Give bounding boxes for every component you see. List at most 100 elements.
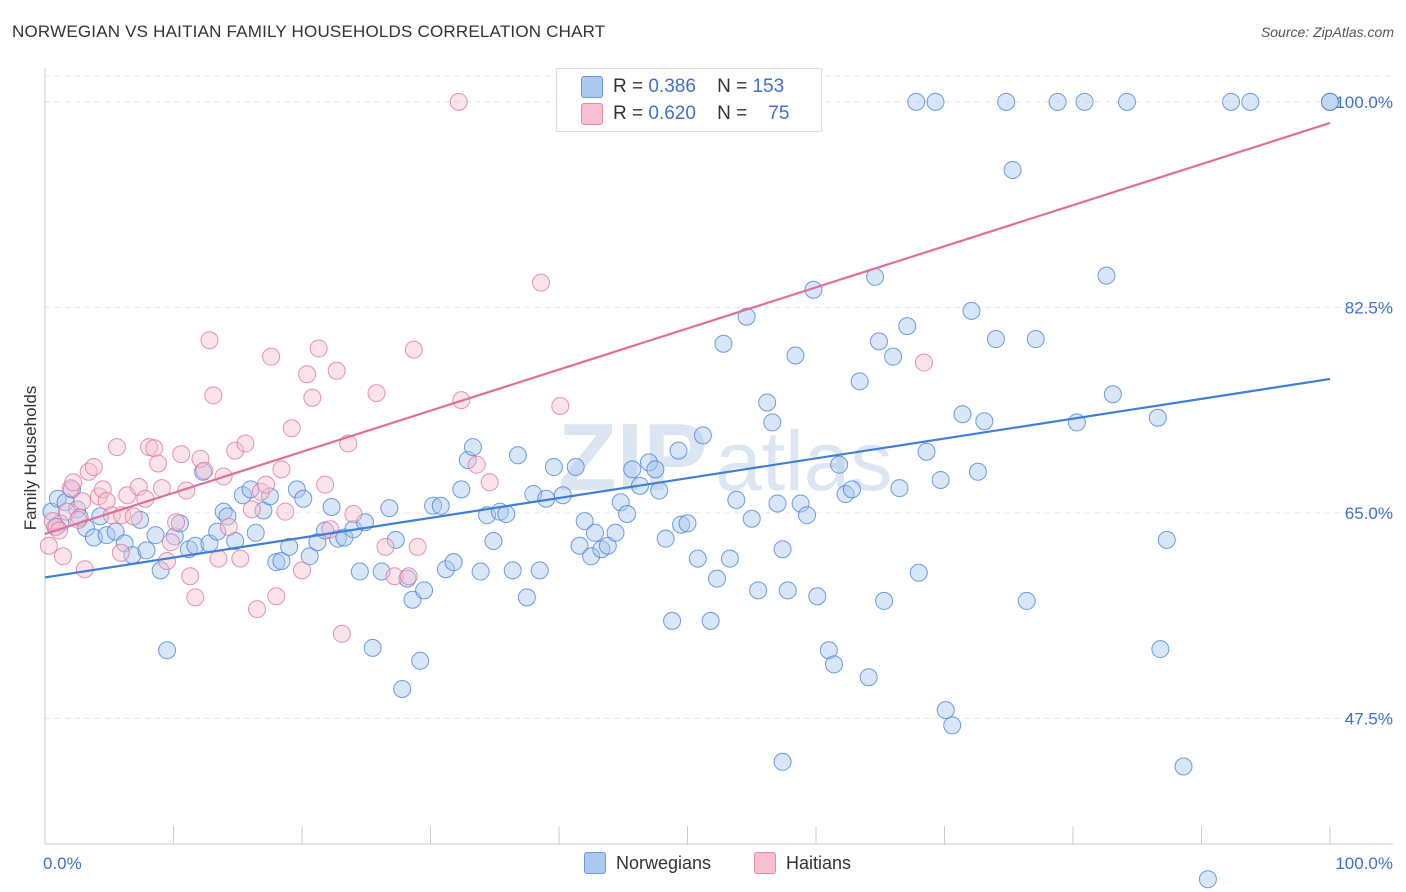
norwegians-point (646, 460, 665, 479)
haitians-point (64, 473, 83, 492)
norwegians-point (701, 611, 720, 630)
norwegians-point (962, 301, 981, 320)
haitians-point (124, 507, 143, 526)
norwegians-point (875, 591, 894, 610)
bottom-legend-label-haitians: Haitians (786, 852, 852, 873)
norwegians-point (859, 668, 878, 687)
norwegians-point (720, 549, 739, 568)
legend-r-value: 0.620 (648, 103, 696, 124)
norwegians-point (208, 522, 227, 541)
bottom-legend-swatch-haitians (754, 852, 776, 874)
norwegians-point (272, 551, 291, 570)
haitians-point (327, 361, 346, 380)
haitians-point (158, 551, 177, 570)
norwegians-point (656, 529, 675, 548)
norwegians-point (727, 490, 746, 509)
norwegians-point (808, 587, 827, 606)
haitians-point (551, 396, 570, 415)
haitians-point (298, 365, 317, 384)
norwegians-point (898, 317, 917, 336)
bottom-legend-haitians: Haitians (754, 851, 851, 875)
norwegians-point (708, 569, 727, 588)
haitians-point (332, 624, 351, 643)
haitians-point (272, 460, 291, 479)
norwegians-point (508, 446, 527, 465)
norwegians-point (768, 494, 787, 513)
norwegians-point (884, 347, 903, 366)
norwegians-point (575, 512, 594, 531)
norwegians-point (850, 372, 869, 391)
haitians-point (111, 543, 130, 562)
norwegians-point (623, 460, 642, 479)
norwegians-point (146, 526, 165, 545)
norwegians-point (151, 561, 170, 580)
norwegians-point (328, 529, 347, 548)
norwegians-point (909, 563, 928, 582)
norwegians-point (758, 393, 777, 412)
norwegians-point (842, 480, 861, 499)
norwegians-point (678, 514, 697, 533)
haitians-point (200, 331, 219, 350)
haitians-point (480, 473, 499, 492)
y-axis-label: Family Households (21, 386, 40, 531)
norwegians-point (158, 641, 177, 660)
haitians-point (39, 536, 58, 555)
norwegians-point (246, 523, 265, 542)
haitians-point (209, 549, 228, 568)
legend-r-label: R = (613, 103, 644, 124)
norwegians-point (570, 536, 589, 555)
legend-row-norwegians: R = 0.386 N = 153 (581, 75, 784, 99)
legend-n-value: 75 (768, 103, 790, 124)
haitians-trend-line (44, 121, 1331, 536)
haitians-point (532, 273, 551, 292)
y-tick-label-2: 82.5% (1345, 298, 1393, 317)
haitians-point (149, 454, 168, 473)
haitians-point (129, 478, 148, 497)
bottom-legend-norwegians: Norwegians (584, 851, 711, 875)
y-tick-label-0: 47.5% (1345, 709, 1393, 728)
x-tick-label-1: 100.0% (1335, 854, 1393, 873)
norwegians-point (773, 540, 792, 559)
haitians-point (344, 505, 363, 524)
norwegians-point (1003, 160, 1022, 179)
haitians-point (914, 353, 933, 372)
norwegians-point (1075, 92, 1094, 111)
haitians-point (376, 537, 395, 556)
norwegians-point (1222, 92, 1241, 111)
norwegians-point (424, 496, 443, 515)
norwegians-point (1198, 870, 1217, 889)
haitians-point (231, 549, 250, 568)
norwegians-point (471, 562, 490, 581)
norwegians-point (585, 523, 604, 542)
haitians-point (186, 588, 205, 607)
norwegians-point (693, 426, 712, 445)
norwegians-point (566, 458, 585, 477)
haitians-point (93, 480, 112, 499)
norwegians-point (436, 560, 455, 579)
haitians-point (293, 561, 311, 580)
haitians-point (226, 441, 245, 460)
norwegians-point (1148, 408, 1167, 427)
norwegians-point (907, 92, 926, 111)
norwegians-point (890, 479, 909, 498)
norwegians-point (1241, 92, 1260, 111)
norwegians-point (393, 679, 412, 698)
haitians-point (276, 502, 295, 521)
haitians-point (467, 455, 486, 474)
haitians-point (309, 339, 328, 358)
haitians-point (248, 600, 267, 619)
legend-r-value: 0.386 (648, 76, 696, 97)
norwegians-point (137, 541, 156, 560)
legend-n-value: 153 (752, 76, 785, 97)
haitians-point (172, 445, 191, 464)
legend-r-label: R = (613, 76, 644, 97)
haitians-point (73, 492, 92, 511)
norwegians-point (997, 92, 1016, 111)
haitians-point (404, 340, 423, 359)
haitians-point (181, 567, 200, 586)
haitians-point (97, 492, 116, 511)
y-tick-label-3: 100.0% (1335, 93, 1393, 112)
haitians-point (191, 449, 210, 468)
trend-layer (44, 121, 1331, 579)
